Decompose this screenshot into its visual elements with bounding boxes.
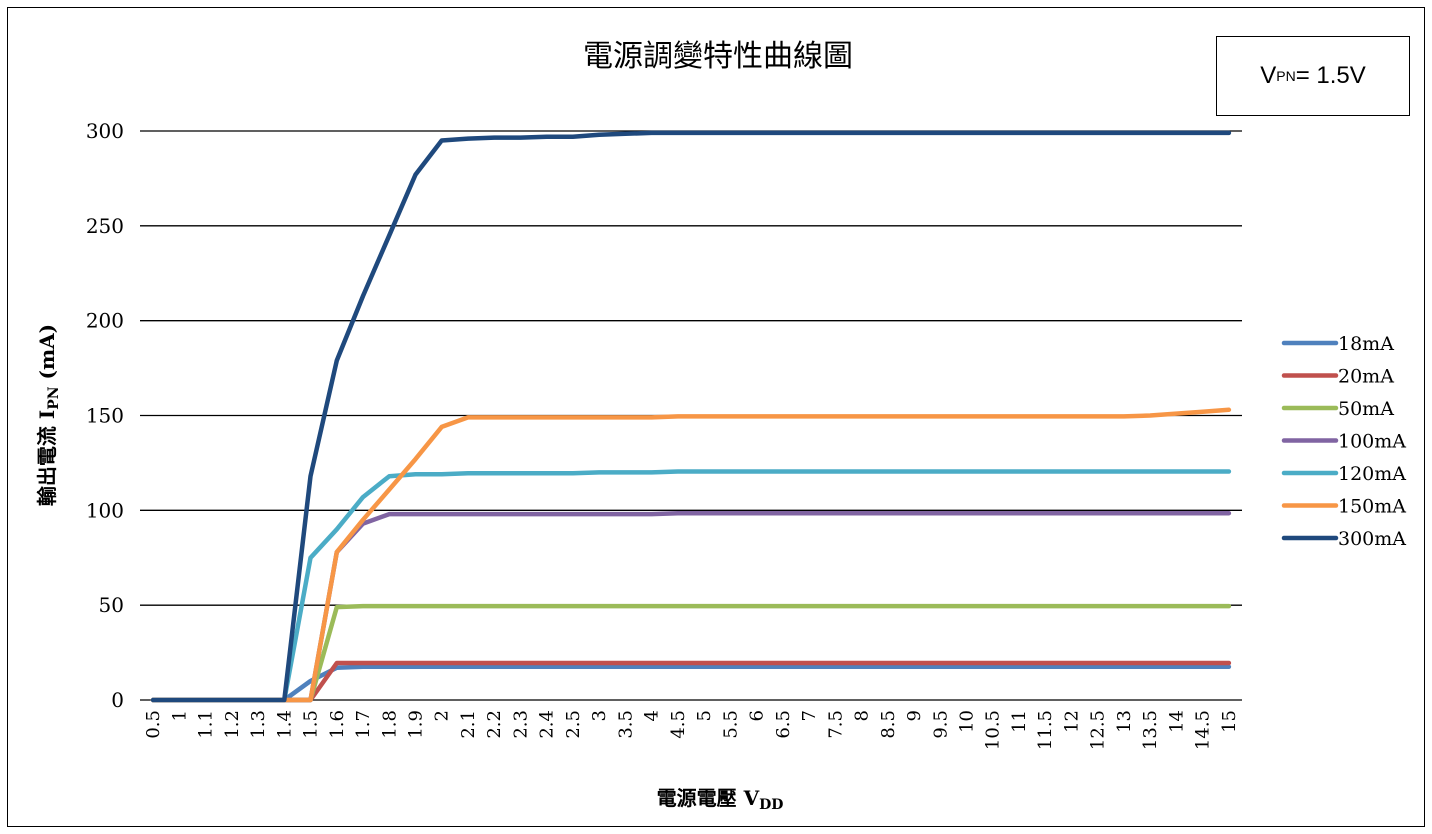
legend-label-20mA: 20mA — [1338, 366, 1394, 388]
x-tick-13.5: 13.5 — [1140, 710, 1161, 750]
x-tick-3.5: 3.5 — [615, 710, 636, 739]
y-axis-label-suffix: (mA) — [35, 324, 59, 387]
x-tick-9: 9 — [904, 710, 925, 721]
x-tick-1.3: 1.3 — [248, 710, 269, 739]
x-tick-10.5: 10.5 — [983, 710, 1004, 750]
x-tick-4.5: 4.5 — [668, 710, 689, 739]
svg-text:電源電壓 VDD: 電源電壓 VDD — [657, 786, 784, 813]
x-tick-12.5: 12.5 — [1088, 710, 1109, 750]
series-line-120mA — [150, 469, 1232, 703]
x-tick-1: 1 — [169, 710, 190, 721]
x-tick-2.3: 2.3 — [510, 710, 531, 739]
series-line-300mA — [150, 130, 1232, 703]
legend-label-120mA: 120mA — [1338, 463, 1406, 485]
y-axis-label-main: 輸出電流 I — [35, 410, 59, 506]
x-tick-1.9: 1.9 — [406, 710, 427, 739]
x-tick-6.5: 6.5 — [773, 710, 794, 739]
legend-item-300mA: 300mA — [1281, 528, 1406, 550]
series-line-50mA — [150, 603, 1232, 703]
x-tick-7: 7 — [799, 710, 820, 721]
x-tick-14: 14 — [1166, 710, 1187, 733]
legend: 18mA 20mA 50mA 100mA 120mA 150mA 300mA — [1281, 333, 1406, 550]
x-axis-label-main: 電源電壓 V — [657, 786, 760, 810]
y-tick-100: 100 — [86, 498, 124, 522]
y-tick-200: 200 — [86, 309, 124, 333]
x-tick-2.4: 2.4 — [537, 710, 558, 739]
legend-item-18mA: 18mA — [1281, 333, 1394, 355]
x-tick-2.1: 2.1 — [458, 710, 479, 739]
y-tick-labels: 0 50 100 150 200 250 300 — [86, 119, 124, 712]
x-axis-label: 電源電壓 VDD — [657, 786, 784, 813]
x-tick-8: 8 — [852, 710, 873, 721]
x-tick-9.5: 9.5 — [930, 710, 951, 739]
x-tick-7.5: 7.5 — [825, 710, 846, 739]
x-tick-1.1: 1.1 — [196, 710, 217, 739]
chart-title: 電源調變特性曲線圖 — [583, 39, 853, 74]
legend-item-100mA: 100mA — [1281, 431, 1406, 453]
x-tick-1.4: 1.4 — [274, 710, 295, 739]
x-tick-4: 4 — [642, 710, 663, 721]
x-tick-11: 11 — [1009, 710, 1030, 733]
vpn-annotation: V PN = 1.5V — [1216, 36, 1410, 116]
x-tick-5.5: 5.5 — [720, 710, 741, 739]
x-tick-2: 2 — [432, 710, 453, 721]
x-tick-1.5: 1.5 — [301, 710, 322, 739]
x-tick-3: 3 — [589, 710, 610, 721]
x-tick-5: 5 — [694, 710, 715, 721]
x-tick-11.5: 11.5 — [1035, 710, 1056, 750]
legend-label-18mA: 18mA — [1338, 333, 1394, 355]
y-tick-0: 0 — [111, 688, 124, 712]
legend-item-20mA: 20mA — [1281, 366, 1394, 388]
x-tick-1.7: 1.7 — [353, 710, 374, 739]
x-tick-10: 10 — [957, 710, 978, 733]
series-lines — [150, 130, 1232, 703]
legend-label-50mA: 50mA — [1338, 398, 1394, 420]
vpn-suffix: = 1.5V — [1295, 62, 1366, 89]
x-tick-6: 6 — [747, 710, 768, 721]
legend-item-120mA: 120mA — [1281, 463, 1406, 485]
y-tick-300: 300 — [86, 119, 124, 143]
x-tick-1.6: 1.6 — [327, 710, 348, 739]
series-line-150mA — [150, 407, 1232, 703]
vpn-sub: PN — [1276, 68, 1296, 84]
y-axis-label-sub: PN — [46, 386, 62, 410]
legend-label-300mA: 300mA — [1338, 528, 1406, 550]
x-tick-labels: 0.5 1 1.1 1.2 1.3 1.4 1.5 1.6 1.7 1.8 1.9 2 2.1 2.2 2.… — [143, 710, 1240, 750]
x-tick-1.2: 1.2 — [222, 710, 243, 739]
x-tick-13: 13 — [1114, 710, 1135, 733]
x-tick-0.5: 0.5 — [143, 710, 164, 739]
legend-label-100mA: 100mA — [1338, 431, 1406, 453]
x-tick-14.5: 14.5 — [1193, 710, 1214, 750]
chart-frame — [7, 7, 1425, 827]
legend-item-150mA: 150mA — [1281, 496, 1406, 518]
x-axis-label-sub: DD — [759, 797, 783, 813]
x-tick-15: 15 — [1219, 710, 1240, 733]
y-tick-50: 50 — [99, 593, 124, 617]
y-tick-150: 150 — [86, 404, 124, 428]
svg-text:輸出電流 IPN (mA): 輸出電流 IPN (mA) — [35, 324, 62, 506]
x-tick-8.5: 8.5 — [878, 710, 899, 739]
x-tick-1.8: 1.8 — [379, 710, 400, 739]
y-tick-250: 250 — [86, 214, 124, 238]
x-tick-2.2: 2.2 — [484, 710, 505, 739]
series-line-20mA — [150, 660, 1232, 703]
x-tick-2.5: 2.5 — [563, 710, 584, 739]
legend-label-150mA: 150mA — [1338, 496, 1406, 518]
vpn-prefix: V — [1260, 62, 1277, 89]
legend-item-50mA: 50mA — [1281, 398, 1394, 420]
y-axis-label: 輸出電流 IPN (mA) — [35, 324, 62, 506]
x-tick-12: 12 — [1061, 710, 1082, 733]
